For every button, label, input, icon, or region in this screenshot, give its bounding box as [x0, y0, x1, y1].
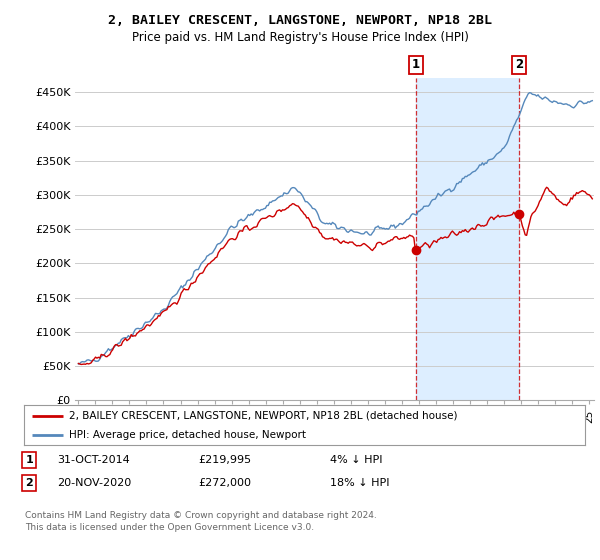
Bar [416, 78, 520, 400]
Text: Price paid vs. HM Land Registry's House Price Index (HPI): Price paid vs. HM Land Registry's House … [131, 31, 469, 44]
Text: £219,995: £219,995 [198, 455, 251, 465]
Text: 4% ↓ HPI: 4% ↓ HPI [330, 455, 383, 465]
Text: 2: 2 [515, 58, 524, 72]
Text: 20-NOV-2020: 20-NOV-2020 [57, 478, 131, 488]
Text: 2, BAILEY CRESCENT, LANGSTONE, NEWPORT, NP18 2BL: 2, BAILEY CRESCENT, LANGSTONE, NEWPORT, … [108, 14, 492, 27]
Text: 18% ↓ HPI: 18% ↓ HPI [330, 478, 389, 488]
Text: 1: 1 [25, 455, 33, 465]
Text: 31-OCT-2014: 31-OCT-2014 [57, 455, 130, 465]
Text: HPI: Average price, detached house, Newport: HPI: Average price, detached house, Newp… [69, 430, 306, 440]
Text: £272,000: £272,000 [198, 478, 251, 488]
Text: 2, BAILEY CRESCENT, LANGSTONE, NEWPORT, NP18 2BL (detached house): 2, BAILEY CRESCENT, LANGSTONE, NEWPORT, … [69, 411, 457, 421]
Text: 1: 1 [412, 58, 420, 72]
Text: Contains HM Land Registry data © Crown copyright and database right 2024.
This d: Contains HM Land Registry data © Crown c… [25, 511, 377, 532]
Text: 2: 2 [25, 478, 33, 488]
